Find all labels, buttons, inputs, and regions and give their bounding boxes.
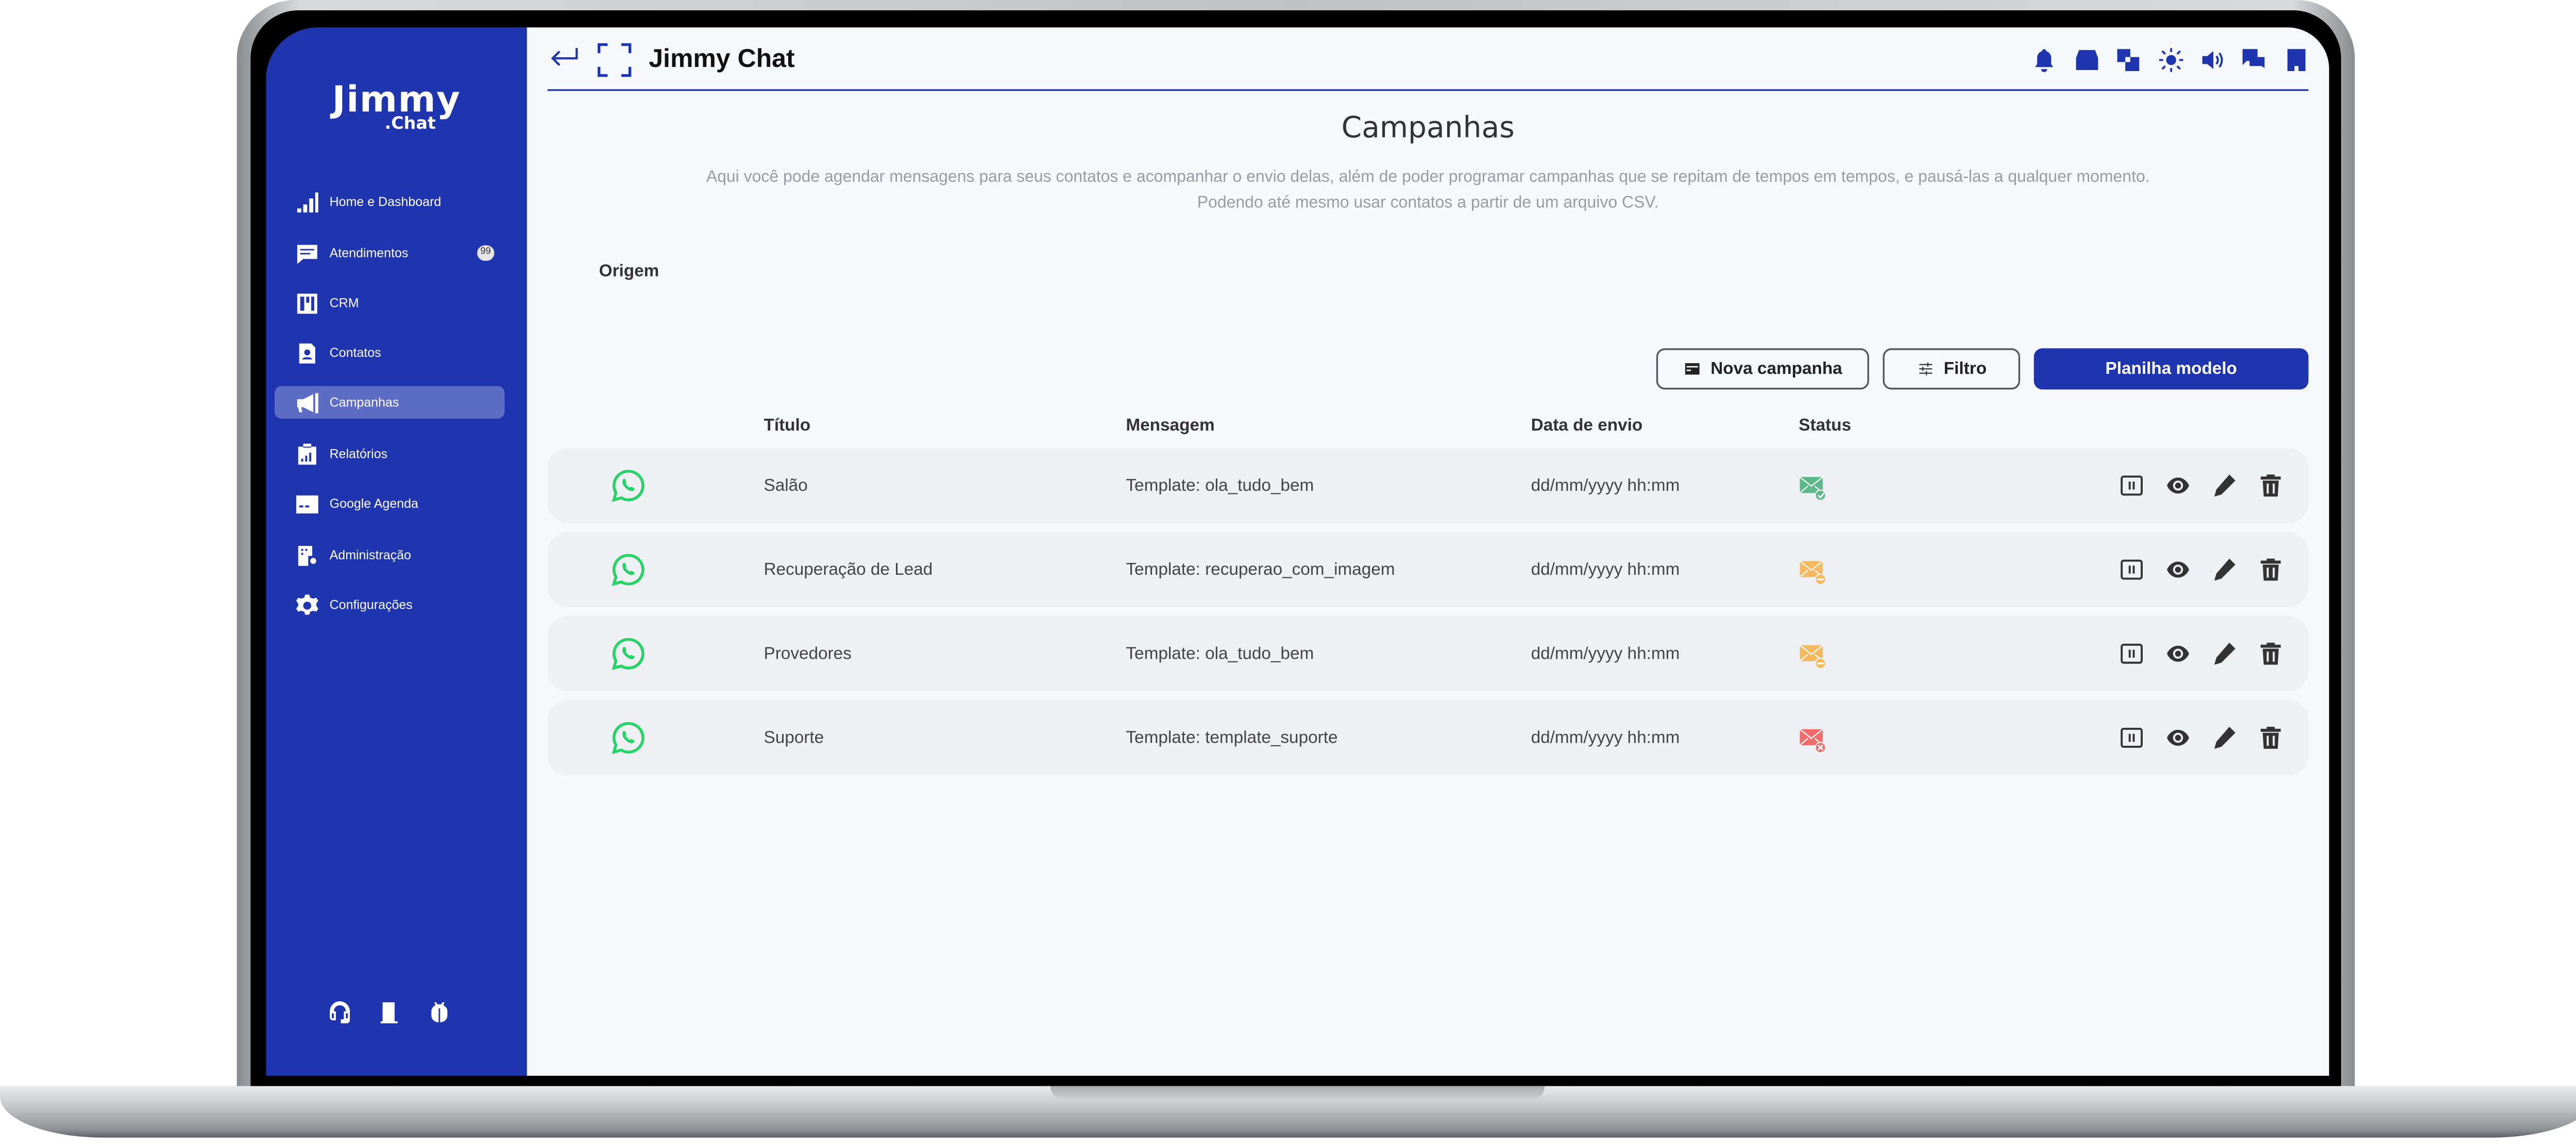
trash-icon[interactable] (2259, 726, 2283, 750)
eye-icon[interactable] (2166, 726, 2190, 750)
pause-icon[interactable] (2120, 558, 2144, 582)
row-title: Recuperação de Lead (764, 560, 933, 579)
pause-icon[interactable] (2120, 642, 2144, 666)
megaphone-icon (297, 392, 318, 413)
main-content: Jimmy Chat Campanhas Aqui você pode agen… (527, 27, 2329, 1076)
sidebar-item-contatos[interactable]: Contatos (275, 336, 504, 369)
table-row[interactable]: Provedores Template: ola_tudo_bem dd/mm/yy… (547, 615, 2309, 692)
pencil-icon[interactable] (2212, 473, 2236, 498)
sidebar-item-campanhas[interactable]: Campanhas (275, 386, 505, 419)
column-message: Mensagem (1126, 417, 1215, 436)
column-date: Data de envio (1531, 417, 1643, 436)
whatsapp-icon (612, 470, 645, 502)
row-title: Suporte (764, 728, 824, 747)
trash-icon[interactable] (2259, 473, 2283, 498)
row-date: dd/mm/yyyy hh:mm (1531, 644, 1680, 663)
filter-button[interactable]: Filtro (1883, 348, 2021, 390)
sidebar-item-label: Google Agenda (329, 495, 418, 511)
status-pending-icon (1799, 560, 1826, 586)
sun-icon[interactable] (2159, 48, 2183, 72)
whatsapp-icon (612, 722, 645, 755)
status-sent-icon (1799, 476, 1826, 501)
eye-icon[interactable] (2166, 473, 2190, 498)
trash-icon[interactable] (2259, 642, 2283, 666)
count-badge: 99 (477, 245, 495, 261)
table-row[interactable]: Salão Template: ola_tudo_bem dd/mm/yyyy hh… (547, 448, 2309, 524)
row-date: dd/mm/yyyy hh:mm (1531, 728, 1680, 747)
row-message: Template: ola_tudo_bem (1126, 644, 1314, 663)
sidebar-item-atendimentos[interactable]: Atendimentos 99 (275, 237, 504, 269)
sidebar-item-label: Atendimentos (329, 245, 409, 261)
logo[interactable]: Jimmy .Chat (332, 79, 461, 134)
row-date: dd/mm/yyyy hh:mm (1531, 476, 1680, 495)
sidebar-item-configuracoes[interactable]: Configurações (275, 589, 504, 621)
page-description: Aqui você pode agendar mensagens para se… (706, 168, 2150, 213)
kanban-icon (297, 293, 317, 313)
back-icon[interactable] (549, 46, 580, 74)
campaign-icon (1684, 363, 1699, 375)
header-divider (547, 89, 2309, 91)
sidebar-item-label: Contatos (329, 345, 381, 361)
status-error-icon (1799, 728, 1826, 753)
sidebar-item-label: Home e Dashboard (329, 194, 442, 210)
eye-icon[interactable] (2166, 642, 2190, 666)
pencil-icon[interactable] (2212, 642, 2236, 666)
row-title: Provedores (764, 644, 852, 663)
headset-icon[interactable] (328, 1000, 352, 1024)
pencil-icon[interactable] (2212, 558, 2236, 582)
sidebar-item-relatorios[interactable]: Relatórios (275, 438, 504, 470)
fullscreen-icon[interactable] (597, 43, 632, 77)
sidebar-item-label: Configurações (329, 597, 413, 613)
volume-icon[interactable] (2200, 48, 2225, 72)
bell-icon[interactable] (2032, 48, 2056, 72)
whatsapp-icon (612, 554, 645, 586)
row-message: Template: template_suporte (1126, 728, 1338, 747)
gear-icon (296, 593, 318, 614)
pencil-icon[interactable] (2212, 726, 2236, 750)
message-icon (297, 244, 317, 263)
header-title: Jimmy Chat (649, 44, 795, 74)
building-gear-icon (298, 545, 316, 566)
row-title: Salão (764, 476, 808, 495)
pause-icon[interactable] (2120, 726, 2144, 750)
column-title: Título (764, 417, 811, 436)
page-title: Campanhas (1341, 111, 1515, 146)
row-message: Template: ola_tudo_bem (1126, 476, 1314, 495)
trash-icon[interactable] (2259, 558, 2283, 582)
status-pending-icon (1799, 644, 1826, 670)
pause-icon[interactable] (2120, 473, 2144, 498)
calendar-icon (296, 494, 318, 513)
template-sheet-button[interactable]: Planilha modelo (2033, 348, 2309, 390)
whatsapp-icon (612, 638, 645, 670)
sidebar-item-google-agenda[interactable]: Google Agenda (275, 487, 504, 520)
sidebar-item-label: Administração (329, 547, 411, 563)
sliders-icon (1918, 362, 1931, 375)
sidebar-item-administracao[interactable]: Administração (275, 539, 504, 571)
translate-icon[interactable] (2116, 48, 2141, 72)
eye-icon[interactable] (2166, 558, 2190, 582)
door-icon[interactable] (378, 1000, 402, 1024)
sidebar-item-crm[interactable]: CRM (275, 286, 504, 319)
table-row[interactable]: Suporte Template: template_suporte dd/mm/y… (547, 700, 2309, 776)
row-date: dd/mm/yyyy hh:mm (1531, 560, 1680, 579)
sidebar-item-label: CRM (329, 295, 359, 311)
sidebar-item-label: Campanhas (329, 395, 399, 410)
contact-icon (299, 342, 315, 363)
bar-chart-icon (297, 192, 318, 212)
chat-icon[interactable] (2242, 48, 2266, 72)
inbox-icon[interactable] (2075, 48, 2099, 72)
new-campaign-button[interactable]: Nova campanha (1656, 348, 1869, 390)
report-icon (298, 442, 316, 464)
table-row[interactable]: Recuperação de Lead Template: recuperao_c… (547, 532, 2309, 608)
bug-icon[interactable] (428, 1000, 452, 1024)
laptop-notch (1050, 1086, 1545, 1100)
sidebar-item-home-e-dashboard[interactable]: Home e Dashboard (275, 185, 504, 218)
sidebar: Jimmy .Chat Home e Dashboard Atendimentos… (266, 27, 527, 1076)
origin-label: Origem (599, 262, 659, 282)
sidebar-item-label: Relatórios (329, 446, 388, 462)
building-icon[interactable] (2284, 48, 2309, 72)
column-status: Status (1799, 417, 1852, 436)
row-message: Template: recuperao_com_imagem (1126, 560, 1395, 579)
